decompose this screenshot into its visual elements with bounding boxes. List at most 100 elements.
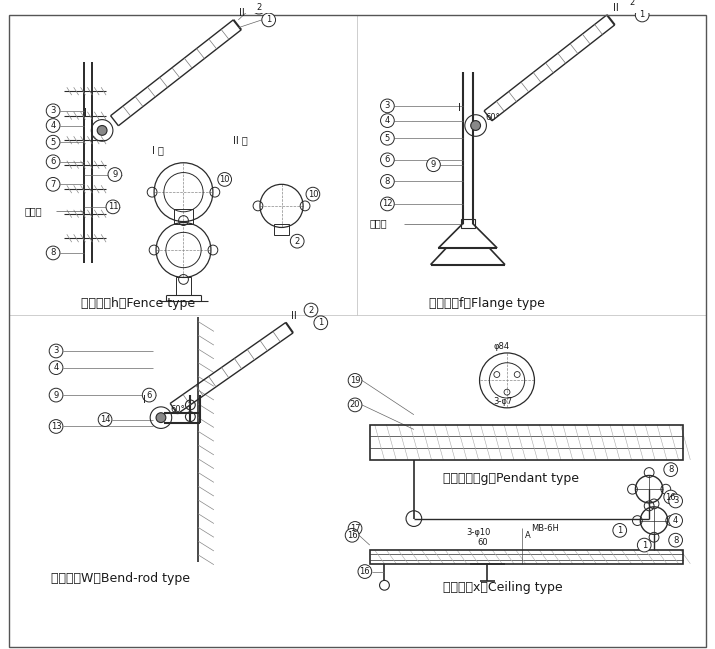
- Circle shape: [348, 398, 362, 411]
- Circle shape: [669, 494, 683, 508]
- Circle shape: [108, 167, 122, 181]
- Text: 外接地: 外接地: [25, 206, 42, 216]
- Text: 60°: 60°: [171, 406, 185, 414]
- Text: I: I: [143, 395, 146, 405]
- Circle shape: [304, 303, 318, 317]
- Text: 3: 3: [54, 347, 59, 356]
- Text: 3-φ10: 3-φ10: [466, 528, 490, 537]
- Bar: [461, 219, 475, 228]
- Circle shape: [664, 463, 678, 476]
- Text: 3: 3: [673, 496, 679, 506]
- Text: 19: 19: [350, 376, 360, 385]
- Bar: [274, 223, 290, 236]
- Circle shape: [46, 177, 60, 191]
- Text: 10: 10: [220, 175, 230, 184]
- Circle shape: [306, 188, 320, 201]
- Circle shape: [664, 490, 678, 504]
- Circle shape: [669, 533, 683, 547]
- Circle shape: [380, 153, 394, 167]
- Text: 4: 4: [673, 516, 679, 525]
- Text: 6: 6: [147, 391, 152, 400]
- Text: II: II: [240, 8, 245, 18]
- Text: 10: 10: [307, 190, 318, 199]
- Text: 14: 14: [100, 415, 110, 424]
- Text: 13: 13: [51, 422, 61, 431]
- Text: 6: 6: [385, 155, 390, 164]
- Circle shape: [348, 374, 362, 387]
- Text: 8: 8: [668, 465, 674, 474]
- Text: 5: 5: [385, 134, 390, 143]
- Text: 8: 8: [385, 177, 390, 186]
- Text: 1: 1: [641, 541, 647, 550]
- Text: 外接地: 外接地: [370, 219, 388, 228]
- Text: 吸顶式（x）Ceiling type: 吸顶式（x）Ceiling type: [443, 582, 563, 594]
- Circle shape: [49, 361, 63, 374]
- Text: 60°: 60°: [485, 113, 500, 122]
- Circle shape: [252, 0, 266, 14]
- Circle shape: [626, 0, 639, 9]
- Text: 16: 16: [360, 567, 370, 576]
- Circle shape: [218, 173, 232, 186]
- Text: 4: 4: [51, 121, 56, 130]
- Bar: [370, 550, 684, 564]
- Circle shape: [49, 420, 63, 434]
- Text: II: II: [613, 3, 618, 13]
- Circle shape: [345, 528, 359, 542]
- Text: 20: 20: [350, 400, 360, 410]
- Text: 护栏式（h）Fence type: 护栏式（h）Fence type: [81, 297, 194, 310]
- Text: 11: 11: [108, 202, 118, 212]
- Circle shape: [46, 155, 60, 169]
- Circle shape: [314, 316, 327, 330]
- Text: 2: 2: [256, 3, 262, 12]
- Text: 3: 3: [51, 106, 56, 116]
- Circle shape: [380, 114, 394, 127]
- Text: 6: 6: [51, 157, 56, 166]
- Text: II 处: II 处: [232, 135, 247, 145]
- Text: 16: 16: [347, 531, 358, 540]
- Text: 2: 2: [295, 237, 300, 246]
- Bar: [176, 278, 192, 295]
- Text: 法兰式（f）Flange type: 法兰式（f）Flange type: [428, 297, 544, 310]
- Text: 7: 7: [51, 180, 56, 189]
- Circle shape: [46, 104, 60, 117]
- Text: I 处: I 处: [152, 145, 164, 155]
- Text: 3-φ7: 3-φ7: [493, 397, 513, 406]
- Text: 8: 8: [673, 535, 679, 545]
- Text: 8: 8: [51, 249, 56, 258]
- Text: 1: 1: [318, 318, 323, 327]
- Text: 5: 5: [51, 138, 56, 147]
- Circle shape: [49, 388, 63, 402]
- Circle shape: [46, 119, 60, 132]
- Text: 1: 1: [266, 16, 271, 25]
- Circle shape: [613, 524, 626, 537]
- Bar: [370, 424, 684, 459]
- Text: 9: 9: [54, 391, 59, 400]
- Text: 12: 12: [382, 199, 393, 208]
- Circle shape: [358, 565, 372, 578]
- Circle shape: [380, 197, 394, 211]
- Text: 9: 9: [431, 160, 436, 169]
- Text: 1: 1: [617, 526, 622, 535]
- Circle shape: [669, 514, 683, 528]
- Text: MB-6H: MB-6H: [531, 524, 559, 533]
- Circle shape: [470, 121, 480, 130]
- Text: A: A: [525, 531, 531, 540]
- Text: 2: 2: [630, 0, 635, 6]
- Text: 4: 4: [54, 363, 59, 372]
- Circle shape: [46, 135, 60, 149]
- Circle shape: [49, 344, 63, 358]
- Circle shape: [380, 131, 394, 145]
- Circle shape: [142, 388, 156, 402]
- Circle shape: [106, 200, 120, 214]
- Text: 60: 60: [478, 537, 488, 546]
- Circle shape: [380, 175, 394, 188]
- Circle shape: [98, 413, 112, 426]
- Text: 2: 2: [308, 306, 314, 315]
- Circle shape: [427, 158, 440, 171]
- Text: 吸鶉杆式（g）Pendant type: 吸鶉杆式（g）Pendant type: [443, 472, 579, 485]
- Circle shape: [262, 13, 275, 27]
- Circle shape: [290, 234, 304, 248]
- Circle shape: [97, 125, 107, 135]
- Text: 1: 1: [639, 10, 645, 19]
- Circle shape: [380, 99, 394, 113]
